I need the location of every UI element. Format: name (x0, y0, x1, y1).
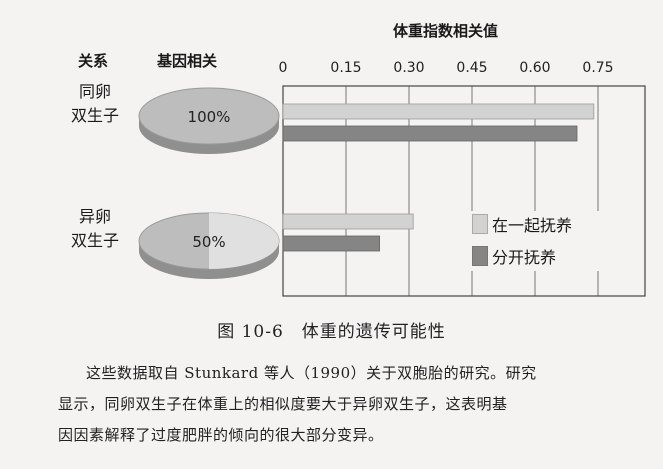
row-label-fraternal-twins: 异卵 双生子 (60, 205, 130, 253)
paragraph-line-1: 这些数据取自 Stunkard 等人（1990）关于双胞胎的研究。研究 (86, 364, 537, 382)
legend-label-together: 在一起抚养 (492, 216, 573, 235)
legend-label-apart: 分开抚养 (492, 248, 557, 267)
row-label-fraternal-line-2: 双生子 (70, 231, 119, 250)
row-label-identical-twins: 同卵 双生子 (60, 80, 130, 128)
legend-swatch-together (472, 214, 488, 234)
pie-fraternal-shared-slice (209, 213, 279, 269)
gene-pie-identical: 100% (138, 87, 280, 154)
bar-apart (282, 235, 380, 252)
bmi-correlation-chart (282, 85, 646, 297)
body-paragraph: 这些数据取自 Stunkard 等人（1990）关于双胞胎的研究。研究 显示，同… (58, 358, 652, 451)
gene-share-fraternal: 50% (192, 233, 225, 251)
chart-bars (282, 103, 595, 252)
plot-frame (282, 85, 646, 297)
paragraph-line-2: 显示，同卵双生子在体重上的相似度要大于异卵双生子，这表明基 (58, 395, 508, 413)
row-label-identical-line-1: 同卵 (78, 82, 111, 101)
chart-title: 体重指数相关值 (393, 22, 499, 40)
gene-share-identical: 100% (188, 108, 231, 126)
figure-caption: 图 10-6 体重的遗传可能性 (217, 322, 446, 342)
bar-together (282, 213, 414, 230)
paragraph-line-3: 因因素解释了过度肥胖的倾向的很大部分变异。 (58, 426, 384, 444)
x-tick-label: 0.45 (456, 60, 488, 76)
pie-identical-top (138, 87, 280, 145)
x-tick-label: 0 (278, 60, 288, 76)
bar-apart (282, 125, 578, 142)
gene-correlation-header: 基因相关 (157, 52, 218, 70)
row-label-fraternal-line-1: 异卵 (78, 207, 111, 226)
x-tick-label: 0.15 (330, 60, 362, 76)
legend: 在一起抚养 分开抚养 (470, 211, 640, 271)
legend-swatch-apart (472, 246, 488, 266)
x-tick-label: 0.60 (519, 60, 551, 76)
bar-together (282, 103, 595, 120)
row-label-identical-line-2: 双生子 (70, 106, 119, 125)
relation-header: 关系 (78, 52, 109, 70)
gene-pie-fraternal: 50% (138, 212, 280, 279)
x-tick-label: 0.75 (582, 60, 614, 76)
x-tick-label: 0.30 (393, 60, 425, 76)
